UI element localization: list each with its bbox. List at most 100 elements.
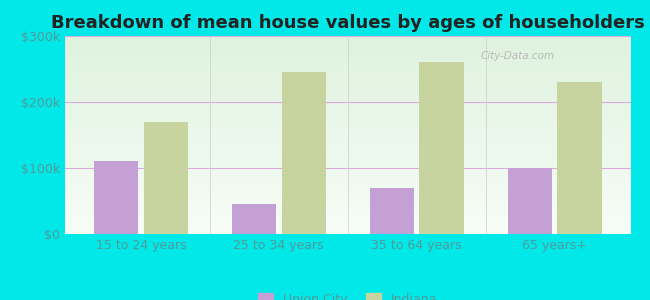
Bar — [65, 127, 630, 128]
Bar — [65, 124, 630, 125]
Bar — [370, 188, 414, 234]
Bar — [65, 153, 630, 155]
Bar — [65, 70, 630, 72]
Bar — [65, 109, 630, 110]
Bar — [65, 219, 630, 221]
Bar — [65, 102, 630, 104]
Bar — [94, 161, 138, 234]
Bar — [65, 59, 630, 61]
Bar — [65, 62, 630, 64]
Bar — [65, 54, 630, 56]
Bar — [65, 178, 630, 179]
Bar — [65, 79, 630, 80]
Bar — [281, 72, 326, 234]
Bar — [65, 176, 630, 178]
Bar — [65, 66, 630, 68]
Bar — [65, 143, 630, 145]
Bar — [558, 82, 601, 234]
Bar — [65, 142, 630, 143]
Bar — [65, 190, 630, 191]
Bar — [65, 226, 630, 227]
Bar — [65, 120, 630, 122]
Bar — [65, 203, 630, 204]
Bar — [65, 175, 630, 176]
Bar — [65, 97, 630, 99]
Bar — [65, 104, 630, 105]
Bar — [65, 115, 630, 117]
Bar — [65, 74, 630, 76]
Bar — [65, 191, 630, 193]
Bar — [65, 105, 630, 107]
Bar — [65, 92, 630, 94]
Bar — [65, 161, 630, 163]
Bar — [65, 69, 630, 71]
Bar — [65, 125, 630, 127]
Bar — [65, 49, 630, 51]
Bar — [65, 157, 630, 158]
Bar — [65, 80, 630, 82]
Bar — [65, 166, 630, 168]
Bar — [65, 100, 630, 102]
Bar — [65, 76, 630, 77]
Bar — [65, 94, 630, 95]
Bar — [65, 232, 630, 234]
Bar — [65, 47, 630, 49]
Bar — [65, 152, 630, 153]
Bar — [65, 41, 630, 43]
Bar — [65, 91, 630, 92]
Bar — [65, 85, 630, 87]
Bar — [65, 201, 630, 203]
Bar — [65, 82, 630, 84]
Bar — [65, 147, 630, 148]
Bar — [65, 212, 630, 214]
Bar — [65, 77, 630, 79]
Bar — [65, 211, 630, 212]
Bar — [65, 110, 630, 112]
Bar — [65, 223, 630, 224]
Legend: Union City, Indiana: Union City, Indiana — [253, 288, 443, 300]
Bar — [65, 163, 630, 165]
Bar — [65, 56, 630, 57]
Bar — [65, 214, 630, 216]
Bar — [65, 44, 630, 46]
Bar — [65, 196, 630, 198]
Bar — [65, 206, 630, 208]
Bar — [65, 117, 630, 118]
Bar — [65, 188, 630, 190]
Bar — [65, 51, 630, 52]
Bar — [65, 107, 630, 109]
Bar — [65, 184, 630, 186]
Bar — [65, 216, 630, 218]
Title: Breakdown of mean house values by ages of householders: Breakdown of mean house values by ages o… — [51, 14, 645, 32]
Bar — [65, 43, 630, 44]
Bar — [65, 155, 630, 157]
Bar — [65, 229, 630, 231]
Bar — [65, 135, 630, 137]
Text: City-Data.com: City-Data.com — [480, 51, 554, 61]
Bar — [232, 204, 276, 234]
Bar — [65, 87, 630, 89]
Bar — [65, 181, 630, 183]
Bar — [65, 112, 630, 113]
Bar — [65, 39, 630, 41]
Bar — [65, 208, 630, 209]
Bar — [65, 137, 630, 138]
Bar — [65, 38, 630, 39]
Bar — [65, 95, 630, 97]
Bar — [65, 193, 630, 194]
Bar — [65, 148, 630, 150]
Bar — [65, 170, 630, 171]
Bar — [65, 186, 630, 188]
Bar — [65, 118, 630, 120]
Bar — [65, 132, 630, 133]
Bar — [65, 224, 630, 226]
Bar — [65, 99, 630, 100]
Bar — [65, 199, 630, 201]
Bar — [65, 64, 630, 66]
Bar — [65, 84, 630, 85]
Bar — [65, 150, 630, 152]
Bar — [65, 46, 630, 47]
Bar — [65, 145, 630, 147]
Bar — [65, 168, 630, 170]
Bar — [65, 61, 630, 62]
